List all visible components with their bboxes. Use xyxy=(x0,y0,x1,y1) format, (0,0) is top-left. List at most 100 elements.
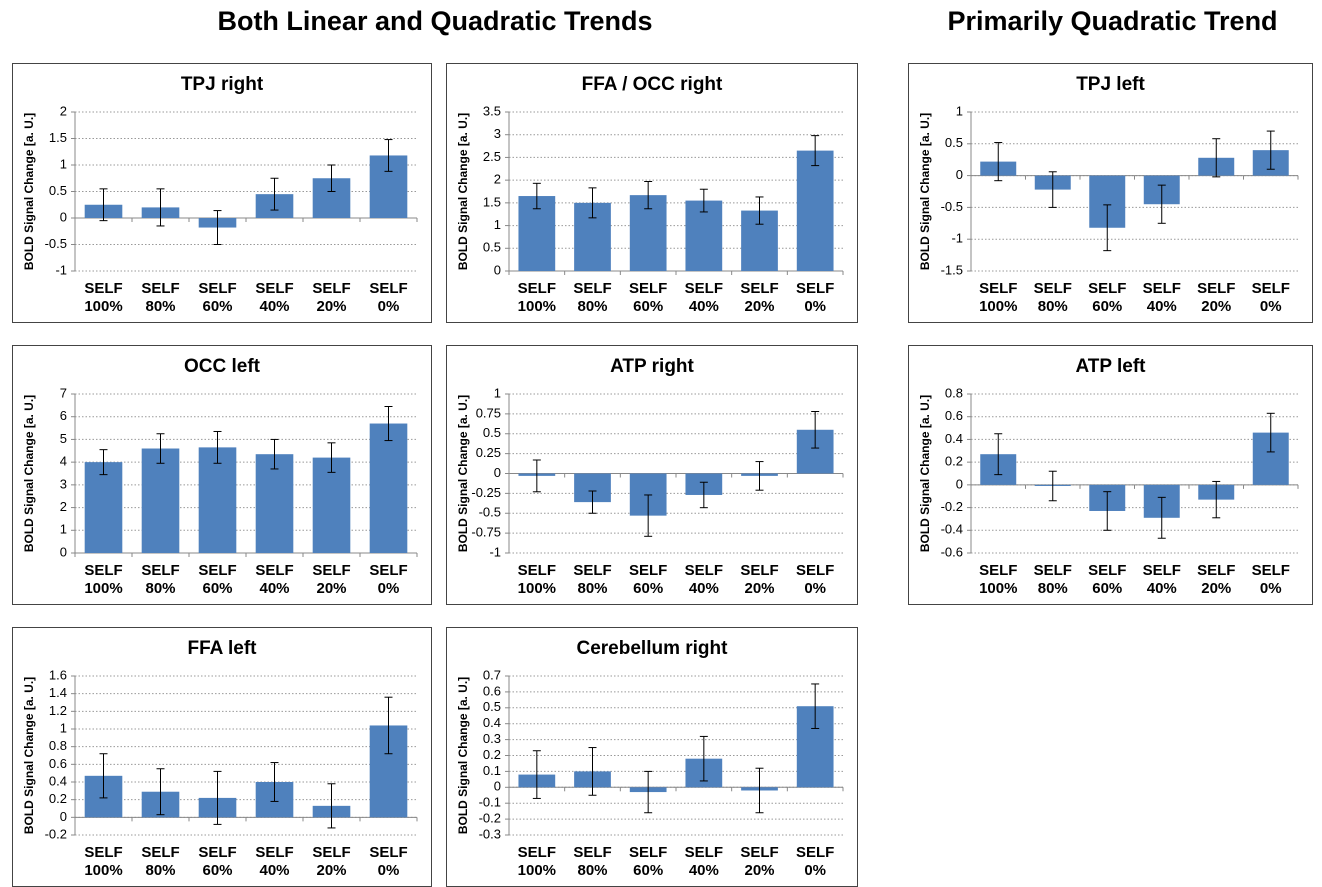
error-bar xyxy=(755,767,764,814)
x-tick-label: SELF 100% xyxy=(979,562,1018,597)
y-tick-label: 6 xyxy=(60,408,67,423)
x-tick-label: SELF 100% xyxy=(84,280,123,315)
chart-title: FFA left xyxy=(187,638,257,659)
error-bar xyxy=(327,783,336,829)
y-axis-label: BOLD Signal Change [a. U.] xyxy=(918,395,932,552)
x-tick-label: SELF 0% xyxy=(369,562,408,597)
chart-title: ATP left xyxy=(1075,356,1146,377)
y-tick-label: -1 xyxy=(55,262,67,277)
error-bar xyxy=(1212,138,1221,178)
y-tick-label: 2 xyxy=(494,172,501,187)
x-tick-label: SELF 20% xyxy=(312,562,351,597)
error-bar xyxy=(1157,496,1166,539)
error-bar xyxy=(156,433,165,464)
y-tick-label: 0.5 xyxy=(483,425,501,440)
x-tick-label: SELF 0% xyxy=(369,280,408,315)
error-bar xyxy=(811,683,820,729)
y-tick-label: 0.8 xyxy=(945,385,963,400)
x-tick-label: SELF 60% xyxy=(1088,280,1127,315)
chart: BOLD Signal Change [a. U.] 0 0.5 1 1.5 2 2.5 3 3… xyxy=(456,103,844,277)
chart-panel: TPJ right BOLD Signal Change [a. U.] -1 -0.… xyxy=(12,63,432,323)
error-bar xyxy=(588,187,597,219)
y-tick-label: 1 xyxy=(494,217,501,232)
x-tick-label: SELF 80% xyxy=(573,280,612,315)
x-tick-label: SELF 20% xyxy=(1197,562,1236,597)
y-tick-label: 0 xyxy=(60,544,67,559)
y-tick-label: 0.4 xyxy=(49,773,67,788)
chart: BOLD Signal Change [a. U.] -1 -0.5 0 0.5 1 1.5… xyxy=(22,103,418,277)
y-tick-label: 0.7 xyxy=(483,667,501,682)
x-tick-label: SELF 60% xyxy=(198,844,237,879)
error-bar xyxy=(99,449,108,476)
y-tick-label: 0 xyxy=(956,167,963,182)
x-tick-label: SELF 80% xyxy=(141,562,180,597)
x-tick-label: SELF 100% xyxy=(517,562,557,597)
x-tick-label: SELF 60% xyxy=(1088,562,1127,597)
y-tick-label: -1 xyxy=(951,231,963,246)
y-tick-label: 3.5 xyxy=(483,103,501,118)
y-tick-label: 3 xyxy=(494,126,501,141)
error-bar xyxy=(994,142,1003,182)
error-bar xyxy=(327,442,336,473)
y-tick-label: -0.5 xyxy=(45,236,67,251)
x-tick-label: SELF 20% xyxy=(740,844,779,879)
y-tick-label: -0.75 xyxy=(471,525,501,540)
y-tick-label: -1 xyxy=(489,544,501,559)
x-tick-label: SELF 60% xyxy=(628,562,668,597)
y-tick-label: 0.25 xyxy=(476,445,501,460)
error-bar xyxy=(699,481,708,509)
y-tick-label: 2.5 xyxy=(483,149,501,164)
error-bar xyxy=(588,747,597,796)
error-bar xyxy=(1266,130,1275,170)
chart-panel: Cerebellum right BOLD Signal Change [a. U… xyxy=(446,627,858,887)
y-tick-label: -0.5 xyxy=(941,199,963,214)
x-tick-label: SELF 0% xyxy=(795,844,835,879)
y-axis-label: BOLD Signal Change [a. U.] xyxy=(22,113,36,270)
error-bar xyxy=(811,410,820,449)
x-tick-label: SELF 40% xyxy=(684,844,723,879)
x-tick-label: SELF 0% xyxy=(1251,280,1290,315)
error-bar xyxy=(270,762,279,802)
x-tick-label: SELF 80% xyxy=(573,562,612,597)
y-tick-label: 0.2 xyxy=(49,791,67,806)
y-axis-label: BOLD Signal Change [a. U.] xyxy=(22,677,36,834)
y-tick-label: 0 xyxy=(494,465,501,480)
y-tick-label: 0 xyxy=(60,209,67,224)
x-tick-label: SELF 100% xyxy=(979,280,1018,315)
error-bar xyxy=(1157,184,1166,224)
error-bar xyxy=(1048,470,1057,502)
y-tick-label: 0.2 xyxy=(945,454,963,469)
error-bar xyxy=(532,750,541,799)
x-tick-label: SELF 40% xyxy=(1142,562,1181,597)
chart: BOLD Signal Change [a. U.] -1 -0.75 -0.5 -0.… xyxy=(456,385,844,559)
error-bar xyxy=(588,490,597,514)
x-tick-label: SELF 40% xyxy=(255,844,294,879)
x-tick-label: SELF 0% xyxy=(369,844,408,879)
y-tick-label: 0.4 xyxy=(483,715,501,730)
x-tick-label: SELF 20% xyxy=(740,280,779,315)
x-tick-label: SELF 20% xyxy=(312,280,351,315)
chart-title: FFA / OCC right xyxy=(581,74,723,95)
x-tick-label: SELF 60% xyxy=(628,280,668,315)
chart: BOLD Signal Change [a. U.] -0.2 0 0.2 0.4 0.6… xyxy=(22,667,418,841)
y-tick-label: 5 xyxy=(60,431,67,446)
error-bar xyxy=(384,139,393,172)
error-bar xyxy=(1103,204,1112,252)
bar xyxy=(141,448,180,553)
y-tick-label: 0.6 xyxy=(945,408,963,423)
error-bar xyxy=(755,461,764,491)
y-tick-label: 1 xyxy=(494,385,501,400)
x-tick-label: SELF 80% xyxy=(1033,562,1072,597)
section-heading: Both Linear and Quadratic Trends xyxy=(217,6,653,36)
bar xyxy=(312,457,351,553)
y-tick-label: 1 xyxy=(60,156,67,171)
error-bar xyxy=(270,177,279,211)
y-axis-label: BOLD Signal Change [a. U.] xyxy=(22,395,36,552)
y-tick-label: 0.5 xyxy=(945,135,963,150)
y-tick-label: 1.6 xyxy=(49,667,67,682)
x-tick-label: SELF 20% xyxy=(312,844,351,879)
y-tick-label: 0.3 xyxy=(483,731,501,746)
chart-title: OCC left xyxy=(184,356,260,377)
error-bar xyxy=(99,753,108,799)
y-tick-label: -0.2 xyxy=(941,499,963,514)
